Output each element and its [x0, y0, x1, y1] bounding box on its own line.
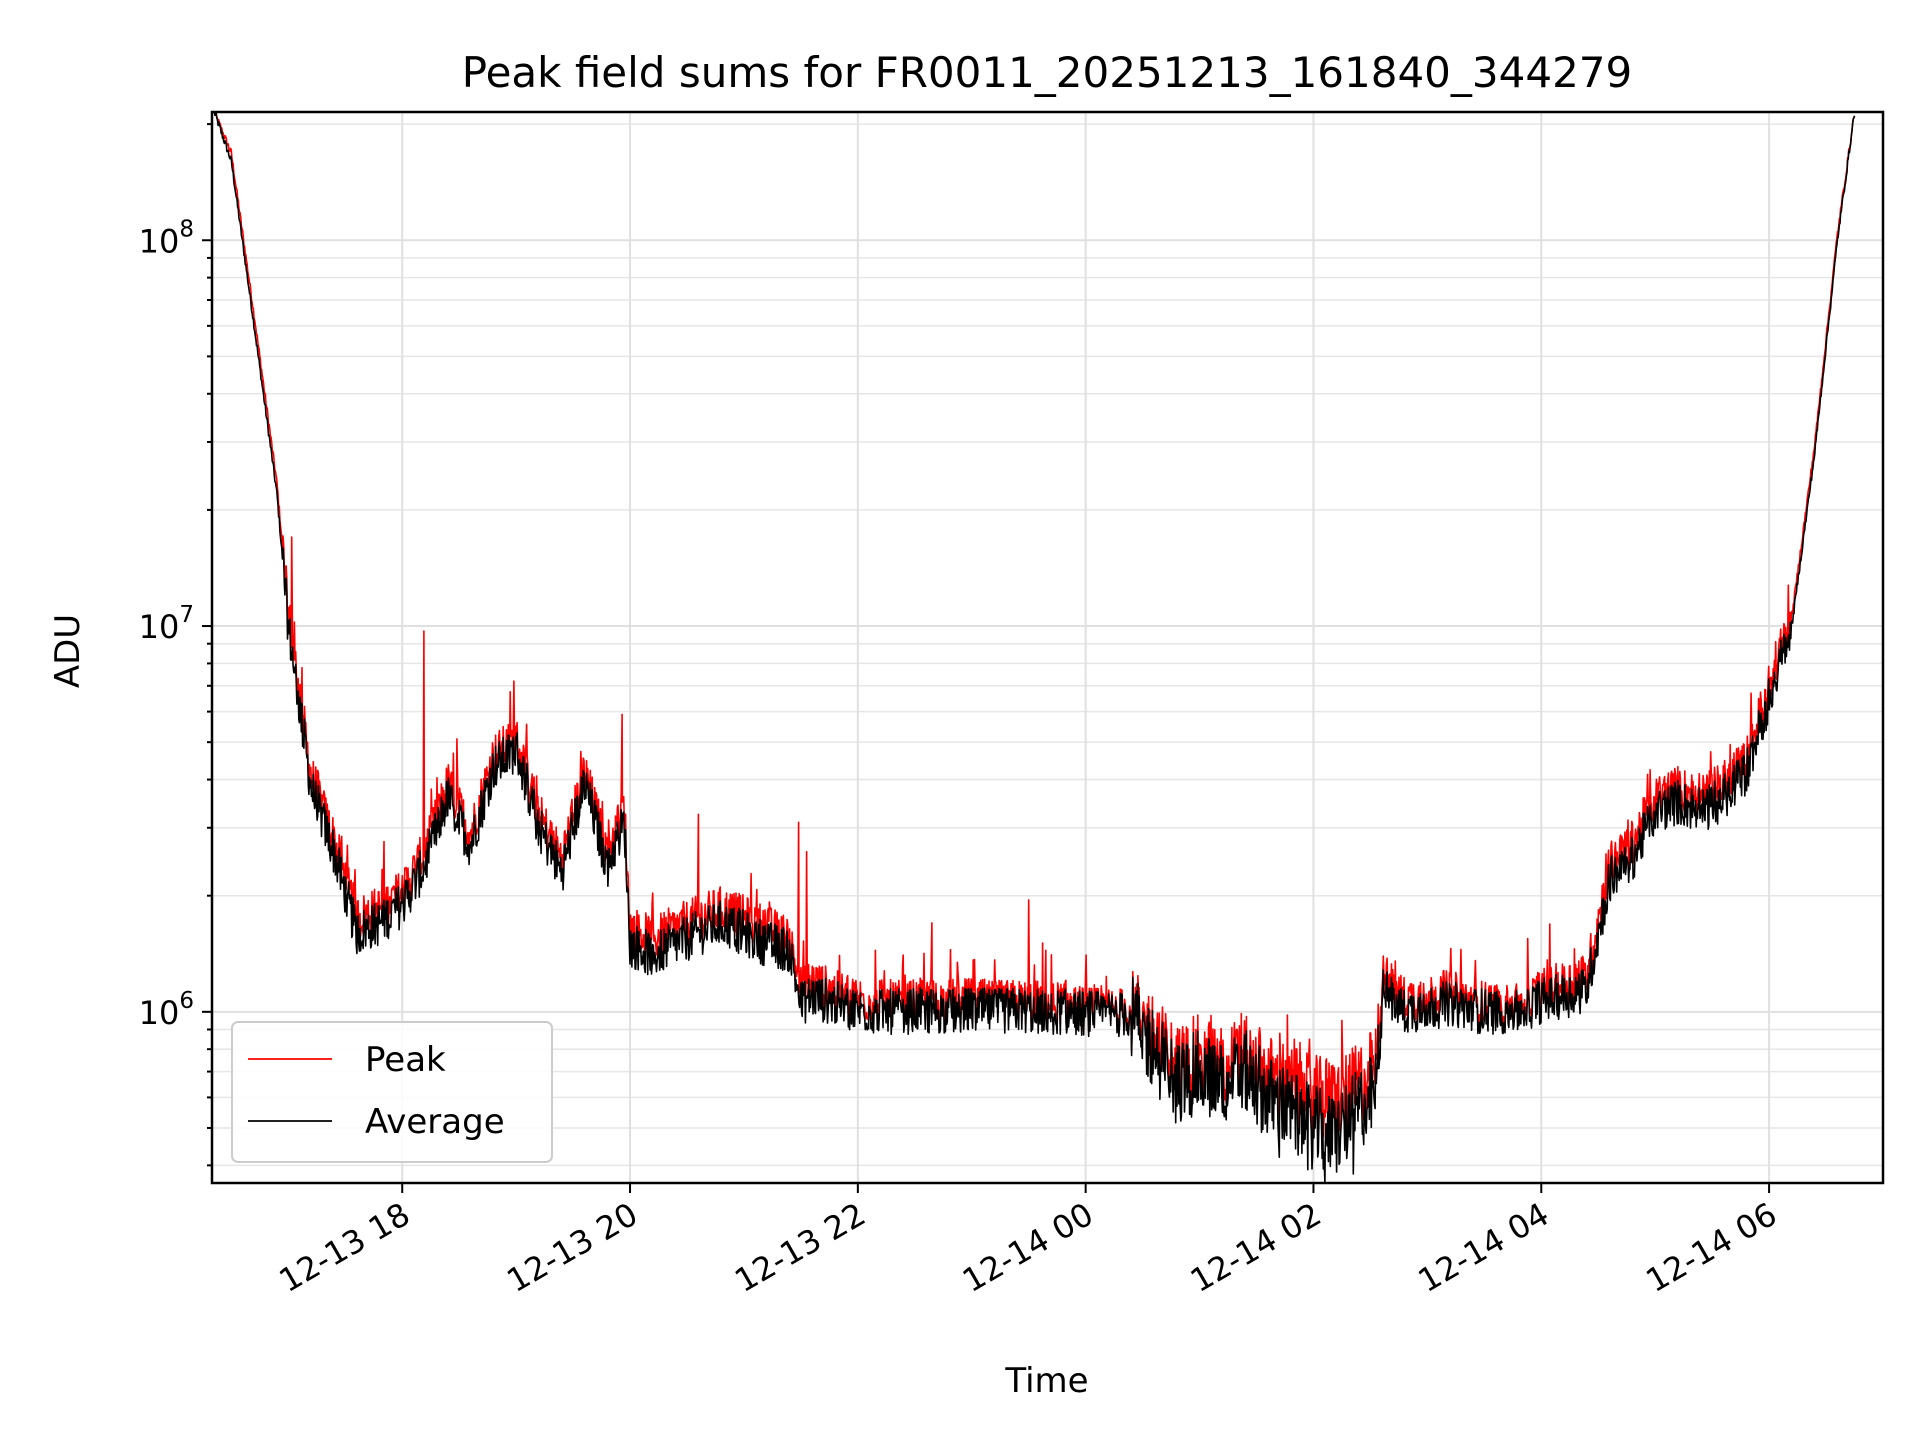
y-tick-label: 106 — [139, 988, 194, 1032]
x-tick-label: 12-13 22 — [728, 1195, 872, 1300]
x-tick-label: 12-14 04 — [1412, 1195, 1556, 1300]
x-tick-label: 12-14 00 — [956, 1195, 1100, 1300]
series-line-peak — [213, 112, 1856, 1140]
x-tick-label: 12-13 18 — [273, 1195, 417, 1300]
y-tick-label: 108 — [139, 216, 194, 260]
y-tick-label: 107 — [139, 602, 194, 646]
y-axis-label: ADU — [48, 614, 88, 688]
x-tick-label: 12-14 02 — [1184, 1195, 1328, 1300]
x-axis-label: Time — [1004, 1361, 1088, 1401]
legend-label-average: Average — [365, 1102, 505, 1142]
series-line-average — [213, 112, 1856, 1183]
x-tick-label: 12-13 20 — [500, 1195, 644, 1300]
legend: Peak Average — [231, 1021, 553, 1163]
legend-box — [231, 1021, 553, 1163]
x-tick-label: 12-14 06 — [1639, 1195, 1783, 1300]
series-layer — [213, 112, 1856, 1183]
plot-frame — [210, 110, 1885, 1185]
legend-label-peak: Peak — [365, 1040, 446, 1080]
chart-title: Peak field sums for FR0011_20251213_1618… — [462, 48, 1632, 97]
